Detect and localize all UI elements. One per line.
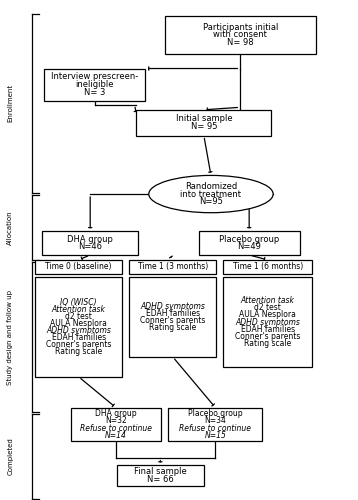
Text: Refuse to continue: Refuse to continue — [179, 424, 251, 432]
Text: Study design and follow up: Study design and follow up — [7, 290, 13, 384]
Text: Interview prescreen-: Interview prescreen- — [51, 72, 138, 82]
Text: Conner's parents: Conner's parents — [235, 332, 300, 341]
Text: IQ (WISC): IQ (WISC) — [61, 298, 97, 306]
FancyBboxPatch shape — [117, 466, 204, 486]
FancyBboxPatch shape — [129, 278, 216, 357]
Text: N= 3: N= 3 — [84, 88, 105, 97]
FancyBboxPatch shape — [165, 16, 316, 54]
Text: EDAH families: EDAH families — [241, 324, 295, 334]
Text: ADHD symptoms: ADHD symptoms — [140, 302, 205, 311]
Text: Initial sample: Initial sample — [175, 114, 232, 124]
FancyBboxPatch shape — [129, 260, 216, 274]
Text: Randomized: Randomized — [185, 182, 237, 191]
Text: Placebo group: Placebo group — [188, 410, 243, 418]
FancyBboxPatch shape — [223, 260, 312, 274]
Text: Completed: Completed — [7, 438, 13, 475]
FancyBboxPatch shape — [44, 68, 145, 101]
Text: Participants initial: Participants initial — [203, 22, 278, 32]
Text: Placebo group: Placebo group — [219, 234, 279, 244]
Text: d2 test: d2 test — [65, 312, 92, 321]
Text: N= 95: N= 95 — [190, 122, 217, 131]
Text: AULA Nesplora: AULA Nesplora — [240, 310, 296, 320]
Text: N=46: N=46 — [78, 242, 102, 252]
Text: N=49: N=49 — [237, 242, 261, 252]
Text: N=34: N=34 — [204, 416, 226, 426]
Text: Conner's parents: Conner's parents — [46, 340, 111, 349]
Text: with consent: with consent — [213, 30, 267, 40]
Text: Conner's parents: Conner's parents — [140, 316, 205, 325]
Text: Rating scale: Rating scale — [244, 339, 291, 348]
Text: Rating scale: Rating scale — [55, 348, 102, 356]
FancyBboxPatch shape — [42, 231, 138, 255]
Text: N= 98: N= 98 — [227, 38, 253, 47]
Text: AULA Nesplora: AULA Nesplora — [50, 319, 107, 328]
Text: ADHD symptoms: ADHD symptoms — [46, 326, 111, 335]
Text: Enrollment: Enrollment — [7, 84, 13, 122]
Text: N=95: N=95 — [199, 198, 223, 206]
FancyBboxPatch shape — [199, 231, 300, 255]
Text: Time 1 (6 months): Time 1 (6 months) — [233, 262, 303, 272]
FancyBboxPatch shape — [168, 408, 262, 442]
Text: Time 0 (baseline): Time 0 (baseline) — [45, 262, 112, 272]
Text: EDAH families: EDAH families — [146, 309, 200, 318]
Text: DHA group: DHA group — [67, 234, 113, 244]
Text: Attention task: Attention task — [241, 296, 295, 306]
Text: N=15: N=15 — [204, 430, 226, 440]
Text: DHA group: DHA group — [95, 410, 137, 418]
Text: Refuse to continue: Refuse to continue — [80, 424, 152, 432]
Text: N=14: N=14 — [105, 430, 127, 440]
Text: Time 1 (3 months): Time 1 (3 months) — [138, 262, 208, 272]
Text: Allocation: Allocation — [7, 210, 13, 245]
Text: Rating scale: Rating scale — [149, 324, 197, 332]
Text: N= 66: N= 66 — [147, 475, 174, 484]
FancyBboxPatch shape — [35, 260, 122, 274]
Text: EDAH families: EDAH families — [52, 333, 106, 342]
Text: into treatment: into treatment — [180, 190, 241, 198]
FancyBboxPatch shape — [71, 408, 161, 442]
FancyBboxPatch shape — [223, 278, 312, 367]
FancyBboxPatch shape — [136, 110, 271, 136]
Ellipse shape — [149, 176, 273, 212]
Text: ineligible: ineligible — [76, 80, 114, 89]
FancyBboxPatch shape — [35, 278, 122, 377]
Text: ADHD symptoms: ADHD symptoms — [235, 318, 300, 326]
Text: N=32: N=32 — [105, 416, 127, 426]
Text: Final sample: Final sample — [134, 468, 187, 476]
Text: Attention task: Attention task — [52, 305, 106, 314]
Text: d2 test: d2 test — [255, 304, 281, 312]
